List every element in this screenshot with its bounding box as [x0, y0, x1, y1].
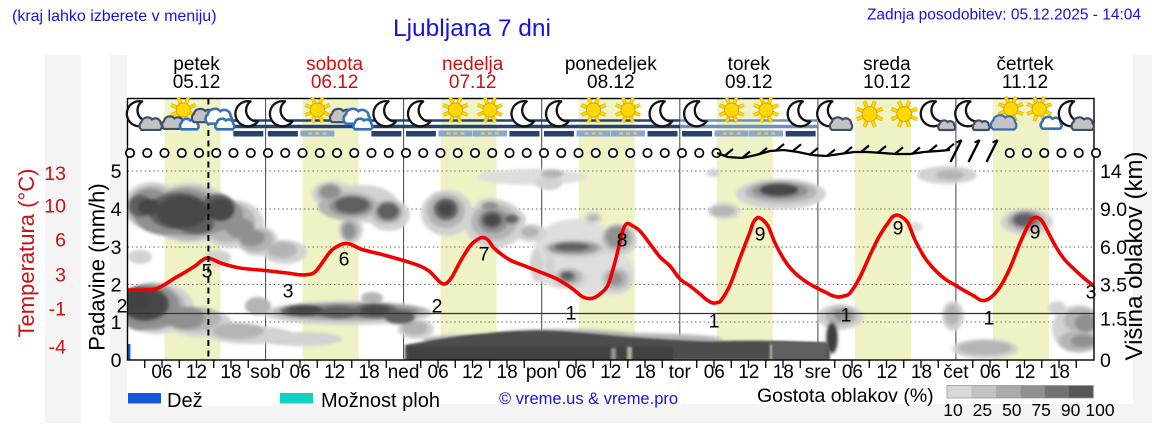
svg-text:06.12: 06.12: [311, 72, 359, 93]
svg-text:12: 12: [462, 362, 483, 383]
svg-text:2: 2: [432, 296, 443, 318]
svg-text:08.12: 08.12: [587, 72, 635, 93]
svg-text:75: 75: [1031, 400, 1050, 420]
svg-text:1.5: 1.5: [1100, 309, 1127, 331]
svg-text:sreda: sreda: [863, 54, 911, 75]
svg-text:Višina oblakov (km): Višina oblakov (km): [1121, 152, 1148, 361]
svg-text:© vreme.us & vreme.pro: © vreme.us & vreme.pro: [499, 390, 678, 408]
svg-text:ned: ned: [388, 362, 420, 383]
svg-text:12: 12: [876, 362, 897, 383]
svg-text:četrtek: četrtek: [996, 54, 1054, 75]
svg-text:18: 18: [497, 362, 518, 383]
svg-text:06: 06: [151, 362, 172, 383]
svg-text:7: 7: [479, 244, 490, 266]
svg-text:18: 18: [1049, 362, 1070, 383]
svg-text:3: 3: [1086, 282, 1097, 304]
svg-text:Ljubljana 7 dni: Ljubljana 7 dni: [393, 15, 551, 42]
svg-text:Zadnja posodobitev: 05.12.2025: Zadnja posodobitev: 05.12.2025 - 14:04: [867, 7, 1141, 24]
svg-text:11.12: 11.12: [1002, 72, 1048, 93]
svg-text:0: 0: [1100, 350, 1111, 372]
svg-text:3.5: 3.5: [1100, 275, 1127, 297]
svg-text:4: 4: [111, 199, 122, 221]
svg-text:Možnost ploh: Možnost ploh: [321, 390, 440, 412]
svg-text:6: 6: [55, 230, 66, 252]
svg-text:06: 06: [842, 362, 863, 383]
svg-text:12: 12: [600, 362, 621, 383]
svg-text:1: 1: [111, 312, 122, 334]
svg-text:18: 18: [773, 362, 794, 383]
svg-text:2: 2: [117, 296, 128, 318]
svg-text:Padavine (mm/h): Padavine (mm/h): [85, 183, 110, 351]
svg-text:18: 18: [911, 362, 932, 383]
svg-text:06: 06: [980, 362, 1001, 383]
svg-text:pon: pon: [526, 362, 558, 383]
svg-text:14: 14: [1100, 161, 1122, 183]
svg-text:Temperatura (°C): Temperatura (°C): [14, 169, 39, 338]
svg-text:Dež: Dež: [167, 390, 203, 412]
svg-text:-1: -1: [49, 299, 66, 321]
svg-text:1: 1: [709, 311, 720, 333]
svg-text:-4: -4: [49, 337, 66, 359]
svg-text:(kraj lahko izberete v meniju): (kraj lahko izberete v meniju): [12, 8, 217, 25]
svg-text:1: 1: [984, 308, 995, 330]
svg-text:8: 8: [617, 230, 628, 252]
svg-text:25: 25: [973, 400, 992, 420]
svg-text:9.0: 9.0: [1100, 199, 1127, 221]
svg-text:čet: čet: [943, 362, 969, 383]
svg-text:0: 0: [111, 350, 122, 372]
svg-text:12: 12: [1014, 362, 1035, 383]
svg-text:torek: torek: [728, 54, 771, 75]
svg-text:tor: tor: [669, 362, 692, 383]
svg-text:petek: petek: [173, 54, 220, 75]
svg-text:nedelja: nedelja: [442, 54, 504, 75]
svg-text:05.12: 05.12: [173, 72, 221, 93]
svg-text:12: 12: [738, 362, 759, 383]
svg-text:3: 3: [283, 281, 294, 303]
svg-text:100: 100: [1085, 400, 1114, 420]
svg-text:90: 90: [1061, 400, 1081, 420]
svg-text:12: 12: [324, 362, 345, 383]
svg-text:10: 10: [44, 196, 66, 218]
svg-text:3: 3: [111, 237, 122, 259]
svg-text:18: 18: [220, 362, 241, 383]
svg-text:06: 06: [704, 362, 725, 383]
svg-text:2: 2: [111, 275, 122, 297]
svg-text:ponedeljek: ponedeljek: [565, 54, 657, 75]
svg-text:9: 9: [1030, 222, 1041, 244]
svg-text:3: 3: [55, 265, 66, 287]
svg-text:sre: sre: [805, 362, 831, 383]
svg-text:06: 06: [290, 362, 311, 383]
svg-text:09.12: 09.12: [725, 72, 773, 93]
svg-text:18: 18: [359, 362, 380, 383]
svg-text:sob: sob: [250, 362, 281, 383]
svg-text:1: 1: [841, 305, 852, 327]
svg-text:07.12: 07.12: [449, 72, 497, 93]
svg-text:6.0: 6.0: [1100, 237, 1127, 259]
svg-text:06: 06: [566, 362, 587, 383]
svg-text:50: 50: [1002, 400, 1022, 420]
svg-text:06: 06: [428, 362, 449, 383]
svg-text:9: 9: [755, 224, 766, 246]
svg-text:sobota: sobota: [306, 54, 363, 75]
svg-text:13: 13: [44, 163, 66, 185]
svg-text:10: 10: [943, 400, 963, 420]
svg-text:5: 5: [202, 261, 213, 283]
svg-text:1: 1: [566, 303, 577, 325]
svg-text:12: 12: [186, 362, 207, 383]
svg-text:5: 5: [111, 161, 122, 183]
svg-text:Gostota oblakov (%): Gostota oblakov (%): [757, 385, 934, 407]
svg-text:10.12: 10.12: [863, 72, 911, 93]
svg-text:18: 18: [635, 362, 656, 383]
svg-text:9: 9: [893, 218, 904, 240]
svg-text:6: 6: [339, 249, 350, 271]
